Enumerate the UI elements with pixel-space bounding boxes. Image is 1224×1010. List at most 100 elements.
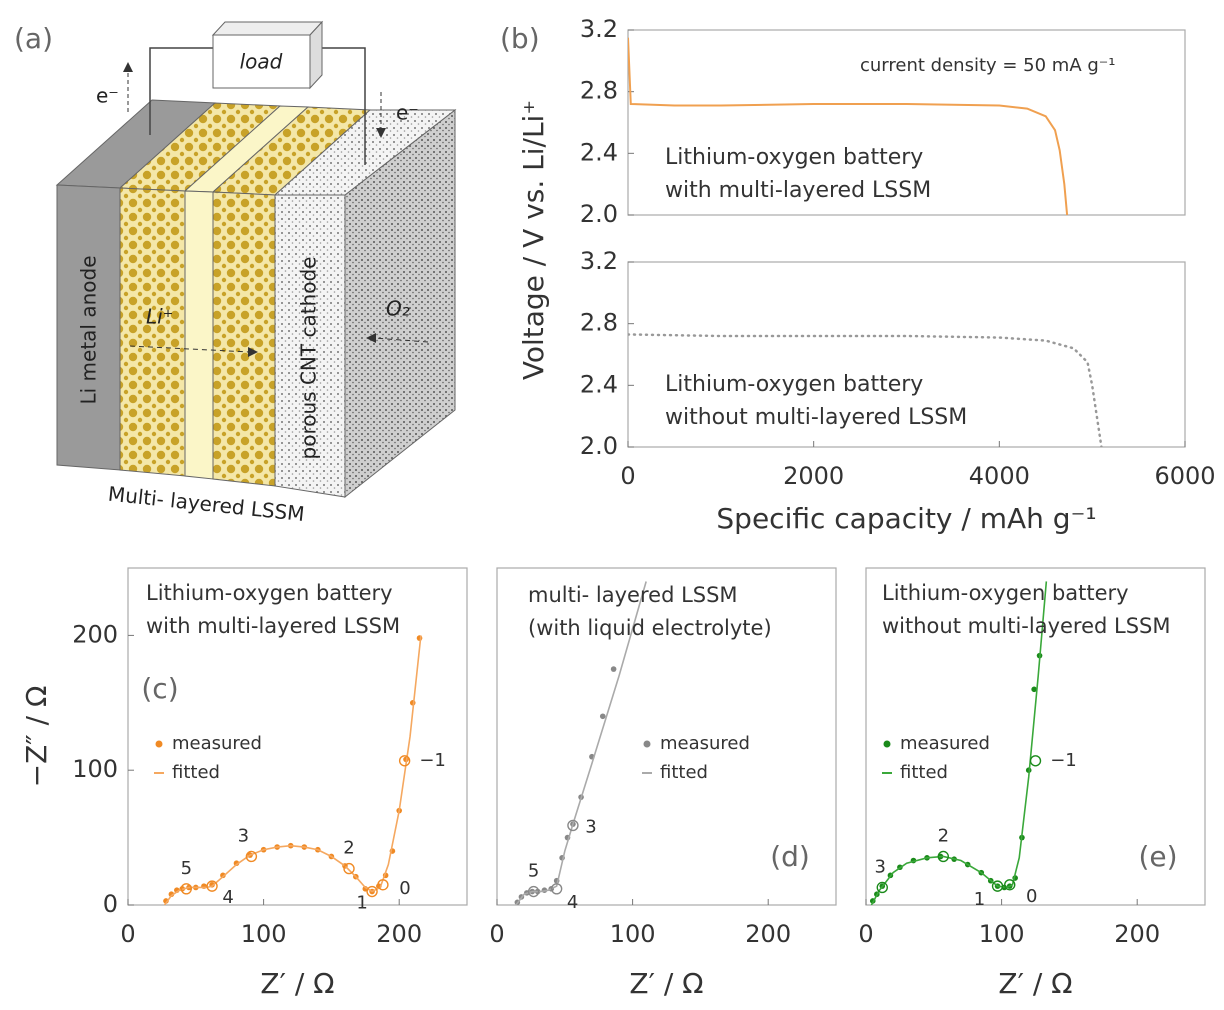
legend-symbol: [155, 740, 163, 748]
point-label: 4: [222, 887, 233, 908]
legend-label: fitted: [172, 762, 220, 783]
legend-symbol: [643, 740, 651, 748]
separator-label: Multi- layered LSSM: [107, 482, 306, 526]
x-tick-label: 200: [376, 920, 422, 948]
legend-symbol: [883, 740, 891, 748]
load-box-top: [211, 21, 324, 36]
plot-frame: [627, 261, 1186, 448]
marked-point: [343, 862, 355, 875]
legend-label: measured: [172, 733, 262, 754]
x-tick-label: 200: [1114, 920, 1160, 948]
marked-point: [206, 880, 218, 892]
marked-point: [937, 850, 949, 863]
measured-point: [1031, 686, 1037, 693]
arrow-head: [123, 62, 133, 72]
battery-diagram: [55, 20, 457, 499]
point-label: 5: [528, 861, 539, 882]
x-axis-label: Specific capacity / mAh g⁻¹: [716, 502, 1096, 535]
panel-label: (c): [141, 672, 178, 705]
marked-point: [377, 879, 389, 891]
plot-frame: [865, 567, 1206, 906]
ion-arrow: [129, 345, 251, 353]
point-label: 0: [399, 878, 410, 899]
y-tick-label: 2.8: [580, 309, 618, 337]
wire: [312, 47, 366, 165]
x-tick-label: 6000: [1154, 462, 1215, 490]
load-box: [212, 34, 311, 89]
marked-point: [245, 850, 258, 863]
x-tick-label: 100: [241, 920, 287, 948]
legend-label: measured: [660, 733, 750, 754]
load-label: load: [240, 50, 283, 74]
x-tick-label: 0: [489, 920, 504, 948]
annotation: with multi-layered LSSM: [146, 614, 400, 638]
marked-point: [567, 819, 579, 832]
point-label: 5: [181, 858, 192, 879]
x-tick-label: 0: [120, 920, 135, 948]
fitted-line: [870, 581, 1048, 905]
arrow-head: [366, 333, 376, 343]
plot-frame: [127, 567, 468, 906]
legend-label: fitted: [900, 762, 948, 783]
y-tick-label: 3.2: [580, 15, 618, 43]
measured-point: [599, 713, 606, 720]
x-axis-label: Z′ / Ω: [260, 967, 334, 1000]
x-axis-label: Z′ / Ω: [998, 967, 1072, 1000]
annotation: Lithium-oxygen battery: [146, 581, 393, 605]
x-tick-label: 2000: [783, 462, 844, 490]
x-tick-label: 200: [745, 920, 791, 948]
lssm-front: [184, 190, 214, 480]
arrow-head: [376, 128, 386, 138]
oxygen-label: O₂: [386, 297, 410, 321]
point-label: 3: [238, 825, 249, 846]
wire: [149, 47, 215, 135]
oxygen-arrow: [373, 337, 429, 343]
y-tick-label: 2.4: [580, 370, 618, 398]
y-tick-label: 0: [103, 890, 118, 918]
x-tick-label: 0: [620, 462, 635, 490]
cathode-front: [274, 194, 346, 498]
point-label: 2: [938, 825, 949, 846]
panel-label: (e): [1138, 840, 1177, 873]
marked-point: [876, 881, 888, 894]
annotation: Lithium-oxygen battery: [665, 145, 923, 170]
fitted-line: [163, 635, 422, 905]
panel-label: (b): [500, 22, 540, 55]
plot-area: [628, 37, 1069, 215]
measured-point: [220, 872, 226, 879]
panel-label: (a): [14, 22, 53, 55]
x-tick-label: 100: [610, 920, 656, 948]
marked-point: [550, 883, 563, 895]
point-label: 4: [567, 892, 578, 913]
plot-frame: [627, 29, 1186, 216]
electron-label: e⁻: [96, 84, 119, 108]
fitted-line: [515, 581, 647, 905]
panel-label: (d): [770, 840, 810, 873]
measured-point: [610, 666, 617, 672]
marked-point: [180, 883, 193, 895]
voltage-curve: [628, 37, 1069, 215]
point-label: 1: [356, 893, 367, 914]
y-tick-label: 100: [72, 755, 118, 783]
cathode-label: porous CNT cathode: [297, 257, 321, 460]
arrow-head: [248, 347, 258, 357]
x-tick-label: 4000: [969, 462, 1030, 490]
x-tick-label: 100: [979, 920, 1025, 948]
point-label: 3: [585, 816, 596, 837]
annotation: without multi-layered LSSM: [665, 405, 967, 430]
point-label: 3: [875, 856, 886, 877]
ion-label: Li⁺: [146, 305, 173, 329]
marked-point: [991, 880, 1004, 892]
lssm-front: [119, 187, 186, 477]
anode-label: Li metal anode: [77, 255, 101, 404]
y-tick-label: 2.0: [580, 200, 618, 228]
legend-label: measured: [900, 733, 990, 754]
y-tick-label: 2.0: [580, 432, 618, 460]
point-label: 2: [343, 838, 354, 859]
annotation: with multi-layered LSSM: [665, 178, 931, 203]
annotation: Lithium-oxygen battery: [665, 372, 923, 397]
annotation: (with liquid electrolyte): [528, 616, 772, 640]
x-tick-label: 0: [858, 920, 873, 948]
marked-point: [527, 885, 540, 898]
